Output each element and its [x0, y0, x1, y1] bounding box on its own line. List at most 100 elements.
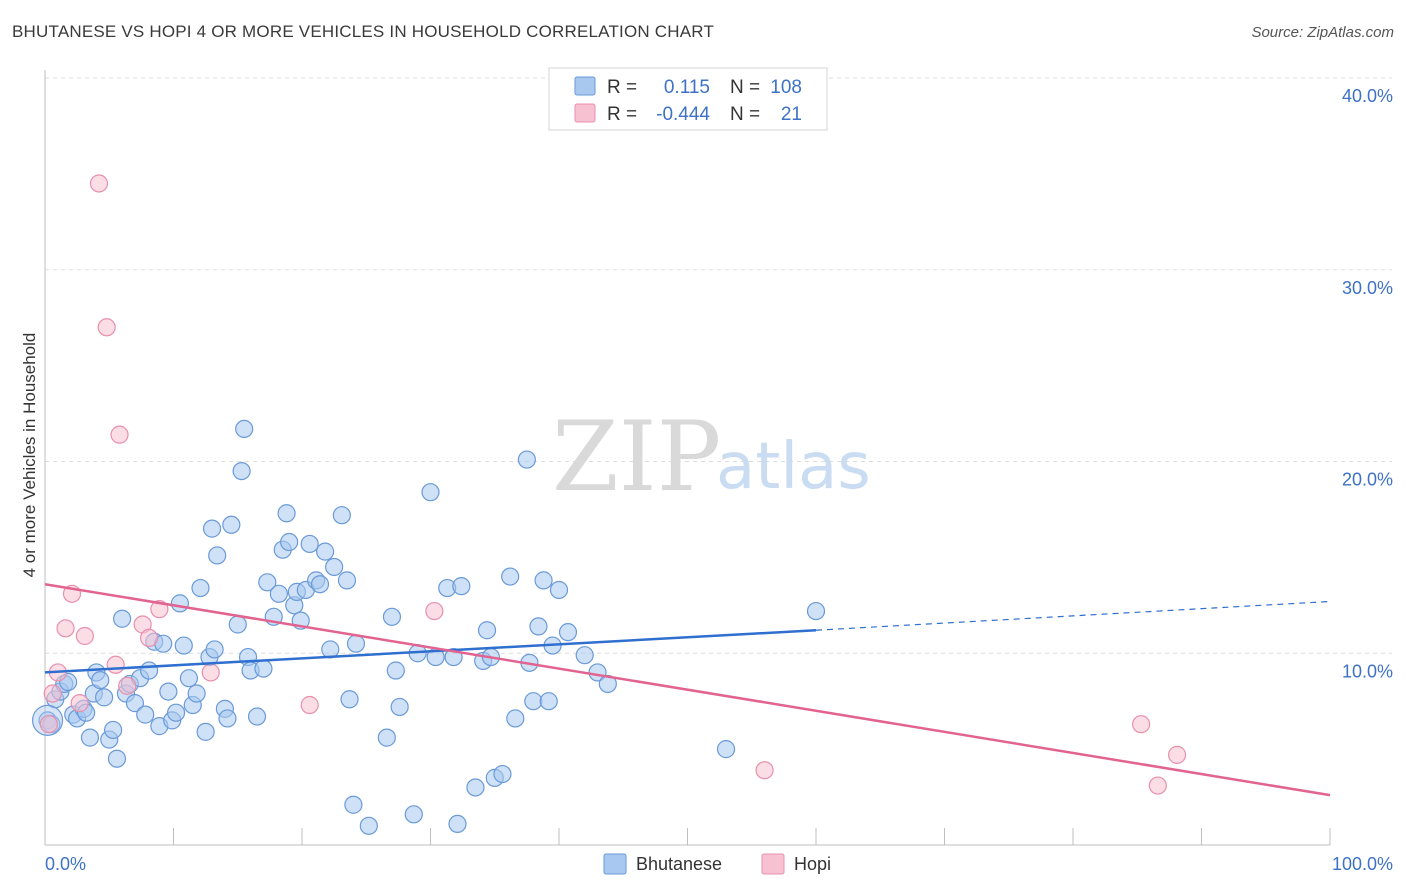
- legend-n-label-1: N =: [730, 77, 760, 98]
- point-bhutanese: [344, 795, 363, 814]
- point-hopi: [97, 318, 116, 337]
- point-bhutanese: [493, 764, 512, 784]
- point-bhutanese: [529, 617, 548, 636]
- point-bhutanese: [549, 580, 569, 600]
- y-tick-label: 30.0%: [1342, 278, 1393, 298]
- series-legend: Bhutanese Hopi: [603, 853, 831, 875]
- bottom-legend-swatch-bhutanese: [603, 853, 627, 875]
- point-bhutanese: [280, 532, 299, 552]
- point-bhutanese: [539, 692, 558, 711]
- point-hopi: [39, 715, 58, 734]
- legend-n-value-2: 21: [781, 104, 802, 125]
- point-bhutanese: [232, 461, 251, 481]
- point-hopi: [201, 663, 220, 682]
- point-bhutanese: [91, 670, 110, 690]
- y-tick-label: 20.0%: [1342, 470, 1393, 490]
- point-hopi: [75, 626, 94, 646]
- point-bhutanese: [386, 661, 405, 680]
- bottom-legend-label-bhutanese: Bhutanese: [636, 854, 722, 874]
- point-bhutanese: [95, 688, 114, 707]
- point-bhutanese: [466, 778, 485, 797]
- point-bhutanese: [254, 659, 273, 678]
- point-bhutanese: [452, 577, 471, 596]
- point-bhutanese: [277, 504, 296, 523]
- point-hopi: [70, 694, 89, 713]
- point-bhutanese: [187, 684, 206, 703]
- point-bhutanese: [112, 609, 132, 628]
- source-label: Source: ZipAtlas.com: [1251, 24, 1394, 41]
- point-hopi: [1167, 745, 1187, 764]
- point-bhutanese: [806, 601, 826, 621]
- point-bhutanese: [534, 571, 553, 590]
- bottom-legend-label-hopi: Hopi: [794, 854, 831, 874]
- point-bhutanese: [166, 703, 186, 722]
- point-hopi: [300, 695, 319, 715]
- y-axis-title: 4 or more Vehicles in Household: [20, 333, 39, 578]
- gridlines: [45, 77, 1392, 654]
- watermark-atlas: atlas: [716, 430, 871, 504]
- point-bhutanese: [359, 816, 378, 835]
- point-hopi: [139, 628, 159, 648]
- point-bhutanese: [390, 697, 409, 717]
- point-bhutanese: [325, 557, 344, 577]
- point-bhutanese: [258, 573, 277, 592]
- trend-line-bhutanese: [44, 628, 817, 674]
- point-bhutanese: [139, 661, 159, 680]
- point-bhutanese: [575, 646, 594, 665]
- point-bhutanese: [310, 575, 330, 594]
- point-bhutanese: [332, 506, 351, 525]
- point-bhutanese: [80, 728, 100, 747]
- y-tick-label: 10.0%: [1342, 661, 1393, 681]
- trend-lines: [44, 582, 1331, 797]
- trend-line-hopi: [44, 582, 1331, 797]
- point-hopi: [106, 655, 125, 674]
- point-bhutanese: [346, 634, 366, 653]
- point-bhutanese: [196, 722, 215, 741]
- x-tick-label-min: 0.0%: [45, 854, 86, 874]
- point-hopi: [118, 676, 137, 695]
- point-bhutanese: [136, 705, 155, 724]
- point-bhutanese: [191, 578, 210, 598]
- series-hopi-points: [39, 174, 1187, 795]
- point-bhutanese: [517, 450, 536, 469]
- chart-title: BHUTANESE VS HOPI 4 OR MORE VEHICLES IN …: [12, 22, 715, 41]
- point-hopi: [110, 425, 129, 444]
- point-hopi: [1148, 776, 1167, 795]
- point-hopi: [56, 619, 75, 638]
- legend-n-value-1: 108: [770, 77, 802, 98]
- point-bhutanese: [421, 483, 440, 502]
- legend-r-value-1: 0.115: [664, 77, 710, 98]
- legend-r-label-1: R =: [607, 77, 637, 98]
- trend-line-bhutanese-extension: [815, 600, 1331, 631]
- point-bhutanese: [716, 740, 736, 759]
- point-bhutanese: [477, 621, 497, 640]
- point-bhutanese: [340, 690, 359, 709]
- point-bhutanese: [247, 707, 267, 726]
- point-bhutanese: [316, 542, 335, 561]
- point-bhutanese: [159, 682, 178, 701]
- point-bhutanese: [558, 623, 578, 642]
- legend-r-value-2: -0.444: [656, 104, 710, 125]
- point-hopi: [43, 684, 62, 703]
- point-bhutanese: [269, 584, 288, 603]
- legend-n-label-2: N =: [730, 104, 760, 125]
- point-bhutanese: [222, 515, 241, 534]
- y-tick-labels: 10.0% 20.0% 30.0% 40.0%: [1342, 86, 1393, 681]
- watermark-zip: ZIP: [552, 401, 721, 513]
- point-hopi: [755, 761, 774, 780]
- point-bhutanese: [170, 594, 190, 613]
- point-bhutanese: [506, 709, 525, 728]
- point-hopi: [89, 174, 109, 193]
- point-bhutanese: [179, 669, 199, 688]
- point-bhutanese: [202, 519, 222, 538]
- point-bhutanese: [208, 546, 227, 565]
- legend-swatch-hopi: [574, 103, 596, 123]
- point-hopi: [425, 601, 444, 621]
- point-bhutanese: [501, 567, 520, 586]
- point-bhutanese: [235, 419, 254, 439]
- watermark: ZIP atlas: [552, 401, 871, 513]
- point-bhutanese: [228, 615, 247, 634]
- legend-swatch-bhutanese: [574, 76, 596, 96]
- point-bhutanese: [107, 749, 127, 768]
- point-bhutanese: [377, 728, 396, 747]
